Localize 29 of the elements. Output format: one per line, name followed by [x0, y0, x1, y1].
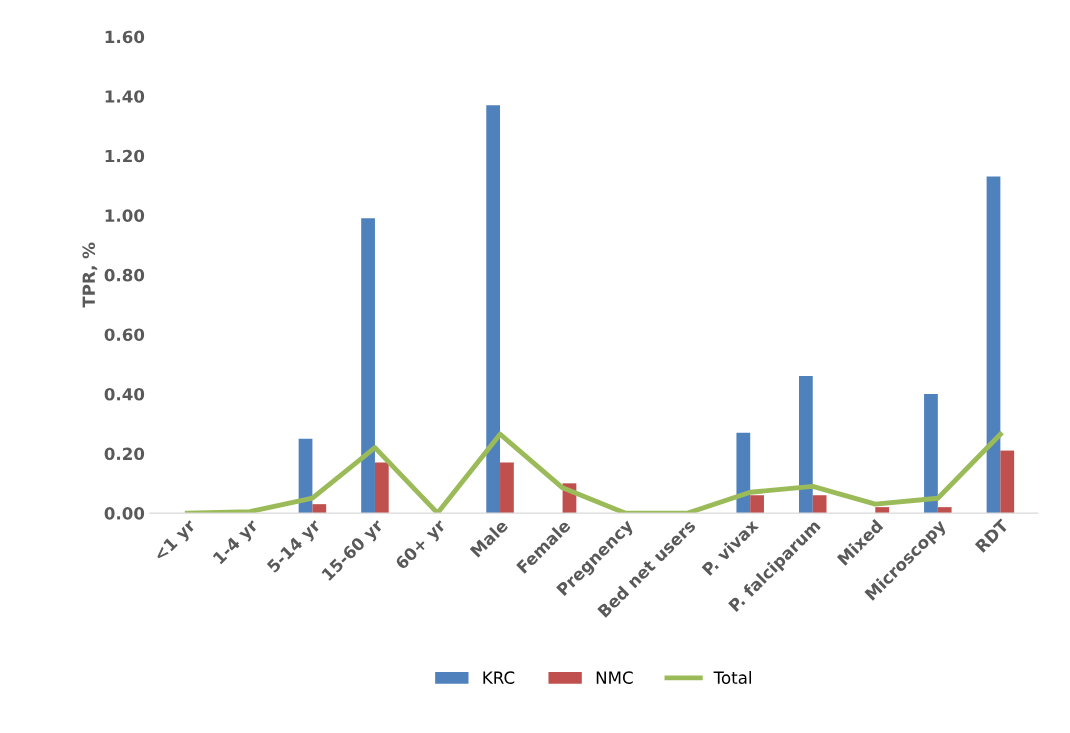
- x-tick-label: 60+ yr: [394, 518, 449, 573]
- legend-label: NMC: [596, 671, 633, 684]
- bar: [374, 462, 389, 514]
- bar: [924, 393, 938, 514]
- y-tick-label: 0.60: [104, 328, 145, 341]
- x-tick-label: 1-4 yr: [212, 518, 262, 567]
- line-series: [184, 431, 1003, 514]
- bar: [312, 504, 327, 514]
- bar: [361, 218, 375, 514]
- y-tick-label: 1.20: [105, 149, 145, 163]
- legend-label: Total: [713, 671, 751, 684]
- y-tick-label: 1.00: [105, 209, 145, 222]
- bar: [486, 105, 501, 514]
- y-axis-title: TPR, %: [82, 242, 98, 308]
- bar: [798, 376, 813, 514]
- bar: [986, 176, 1001, 514]
- y-tick-label: 0.20: [104, 447, 145, 461]
- bar: [812, 495, 827, 514]
- bar: [750, 495, 764, 514]
- x-tick-label: <1 yr: [153, 518, 199, 564]
- y-tick-label: 0.80: [104, 268, 145, 282]
- legend-label: KRC: [483, 671, 515, 684]
- bar: [736, 432, 751, 514]
- bar: [1000, 450, 1015, 514]
- y-tick-label: 1.40: [105, 90, 145, 103]
- y-tick-label: 0.40: [104, 387, 145, 401]
- y-tick-label: 0.00: [104, 507, 145, 520]
- bar: [500, 462, 514, 514]
- y-tick-label: 1.60: [105, 30, 145, 44]
